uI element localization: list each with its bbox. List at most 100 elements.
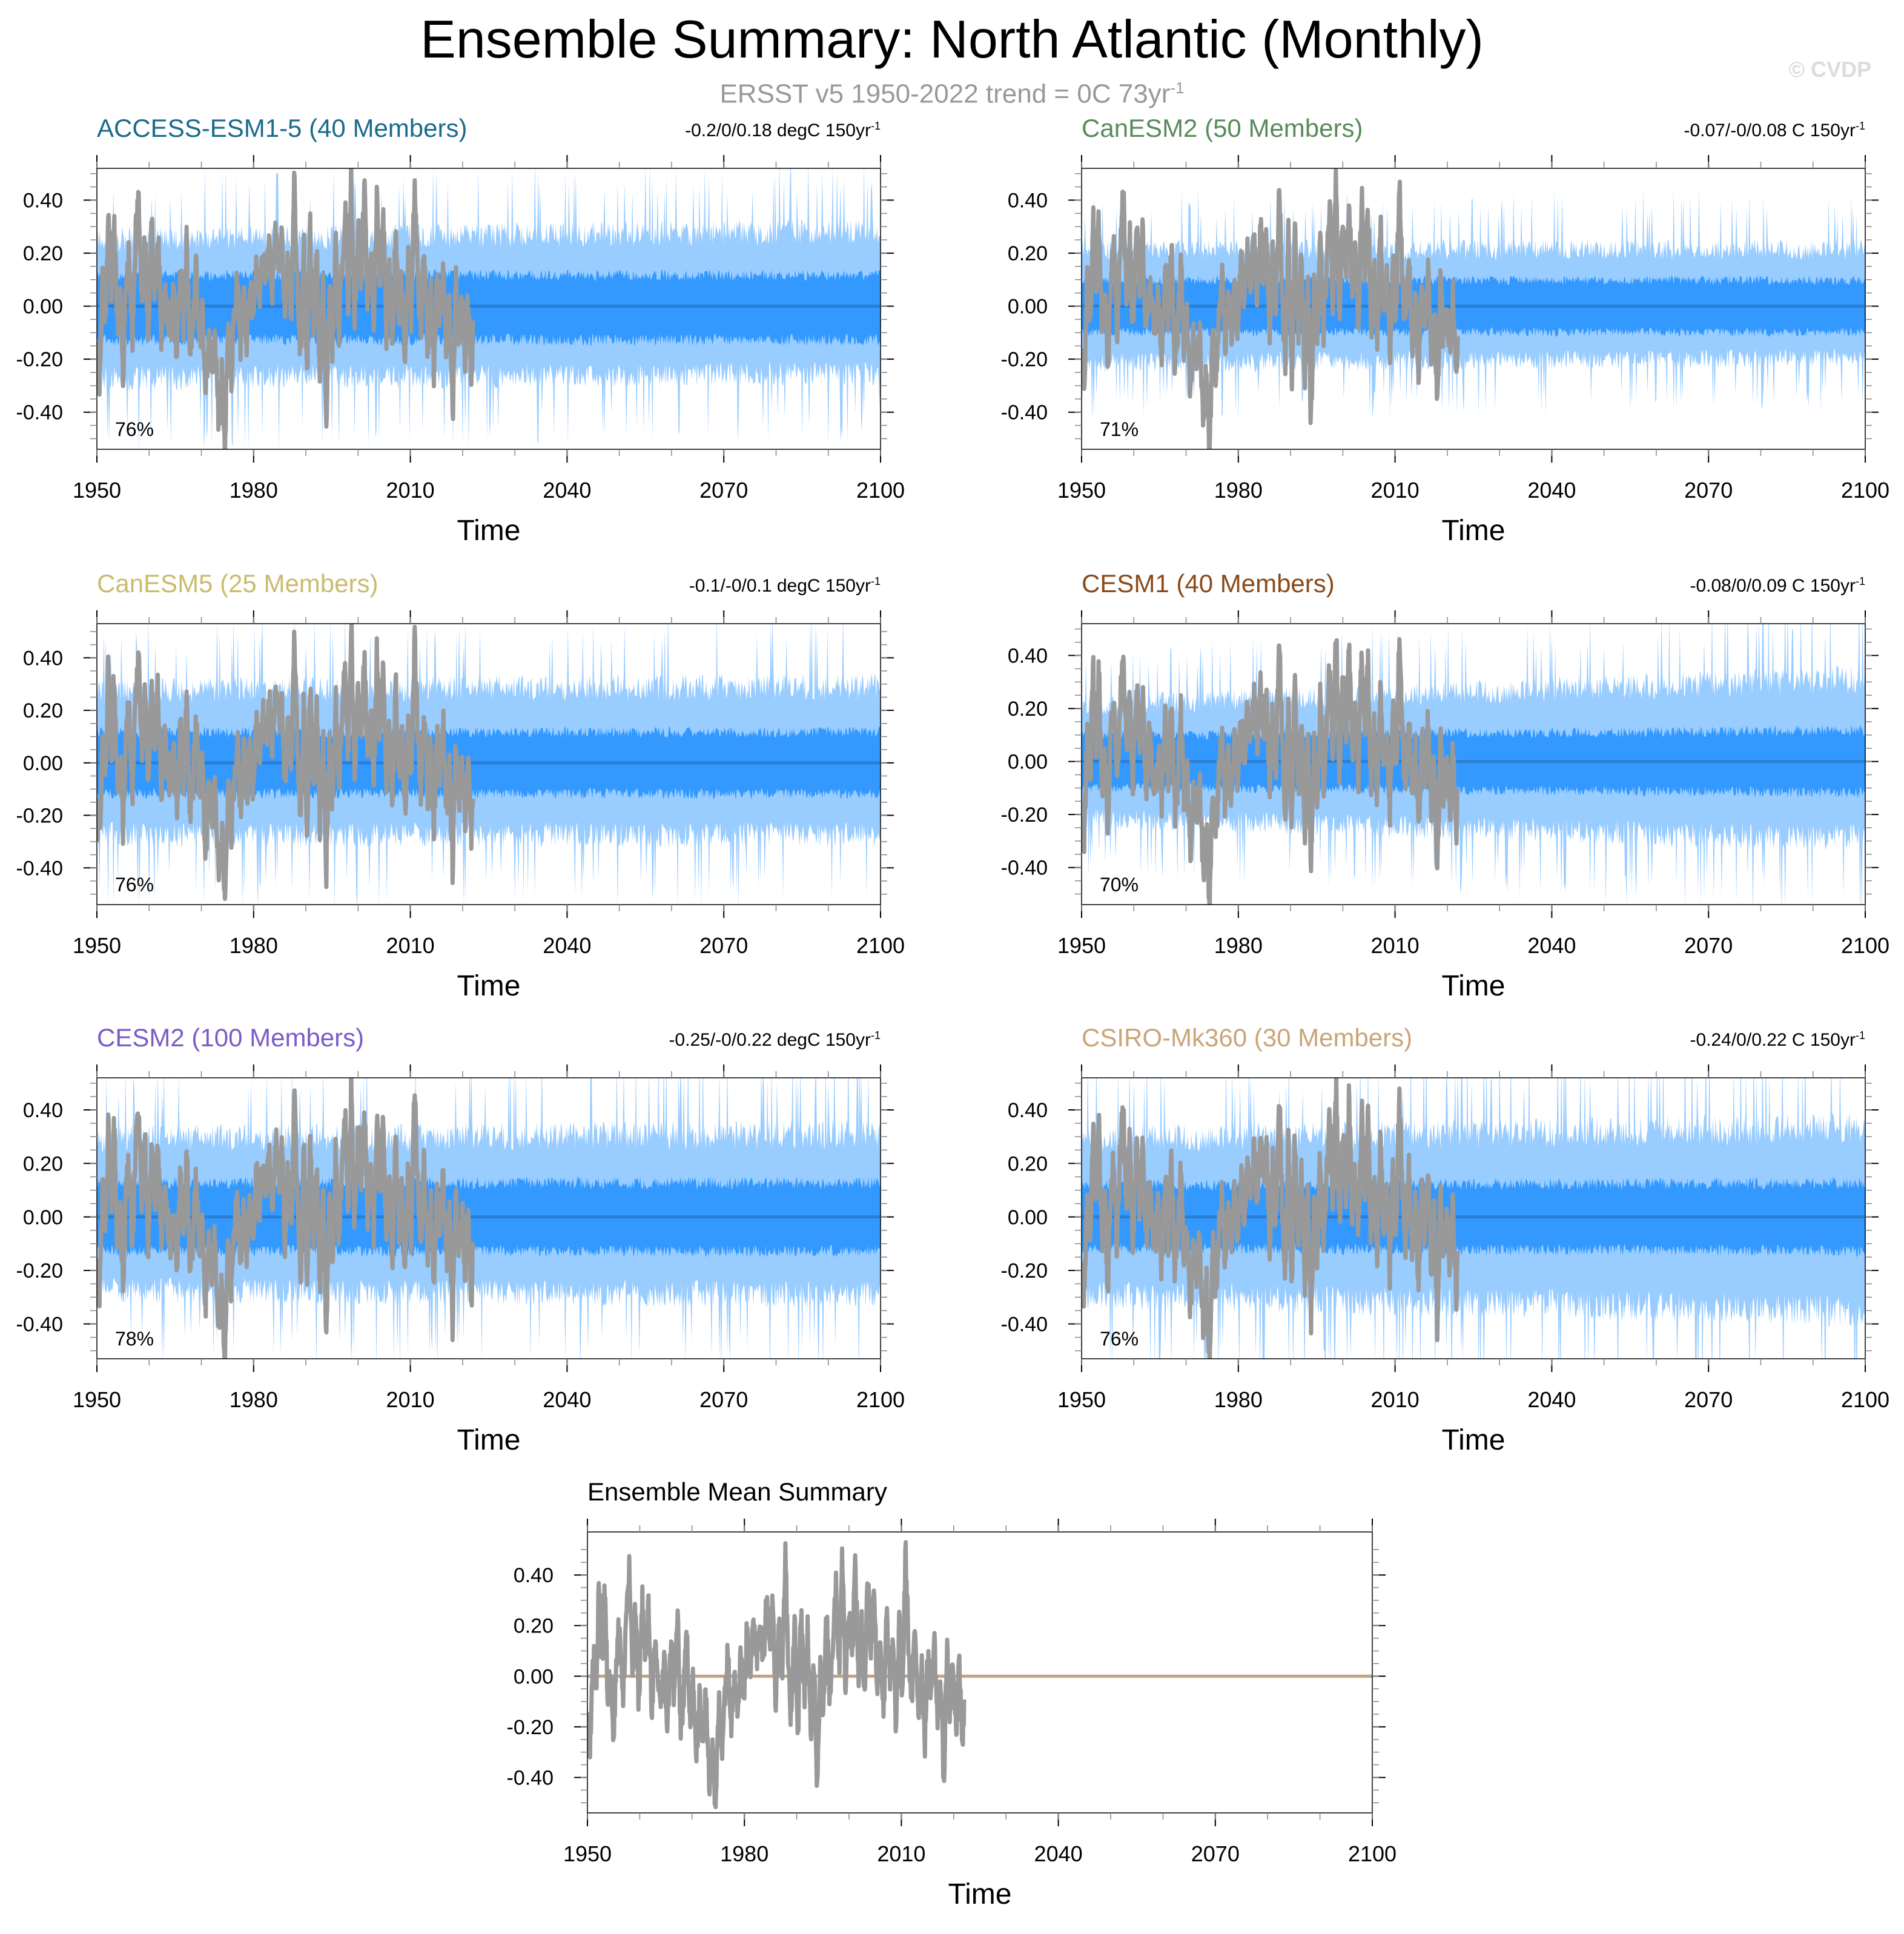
y-tick-label: 0.40 <box>23 647 63 670</box>
x-tick-label: 2010 <box>386 478 435 503</box>
y-tick-label: -0.20 <box>16 348 64 371</box>
x-axis: 1950 1980 2010 2040 2070 2100 <box>1057 155 1889 503</box>
chart-panel-4: 1950 1980 2010 2040 2070 2100 Time 0.40 0.20 0.00… <box>1001 610 1889 1002</box>
y-axis: 0.40 0.20 0.00 -0.20 -0.40 <box>1001 1083 1879 1351</box>
y-tick-label: 0.00 <box>23 1206 63 1229</box>
y-tick-label: 0.40 <box>23 190 63 213</box>
y-tick-label: -0.40 <box>1001 857 1048 880</box>
observations-line <box>587 1540 967 1809</box>
plot-frame <box>587 1531 1373 1814</box>
x-tick-label: 1980 <box>230 933 278 958</box>
x-tick-label: 1980 <box>1214 1387 1263 1412</box>
trend-superscript: -1 <box>1855 1029 1865 1041</box>
trend-text: -0.08/0/0.09 C 150yr <box>1690 576 1856 596</box>
x-tick-label: 1980 <box>1214 478 1263 503</box>
x-tick-label: 2070 <box>699 478 748 503</box>
y-tick-label: 0.20 <box>23 242 63 265</box>
percent-label: 76% <box>1100 1328 1139 1350</box>
observations-line <box>97 624 475 901</box>
x-tick-label: 1950 <box>1057 1387 1106 1412</box>
trend-text: -0.07/-0/0.08 C 150yr <box>1684 120 1856 140</box>
x-tick-label: 1950 <box>1057 933 1106 958</box>
x-tick-label: 1980 <box>230 478 278 503</box>
panel-title: Ensemble Mean Summary <box>587 1477 887 1506</box>
chart-panel-1: 1950 1980 2010 2040 2070 2100 Time 0.40 0.20 0.00… <box>16 155 905 547</box>
trend-superscript: -1 <box>870 120 881 132</box>
y-tick-label: -0.20 <box>1001 1259 1048 1282</box>
x-axis-label: Time <box>457 1424 521 1456</box>
x-tick-label: 2040 <box>543 478 591 503</box>
x-tick-label: 1950 <box>73 933 121 958</box>
y-tick-label: 0.00 <box>514 1665 554 1688</box>
panel-title: CanESM5 (25 Members) <box>97 569 378 598</box>
y-tick-label: 0.40 <box>1008 1099 1048 1122</box>
x-tick-label: 1950 <box>73 1387 121 1412</box>
y-tick-label: -0.40 <box>16 401 64 424</box>
x-axis-label: Time <box>1442 515 1506 547</box>
chart-panel-5: 1950 1980 2010 2040 2070 2100 Time 0.40 0.20 0.00… <box>16 1064 905 1456</box>
x-tick-label: 2070 <box>699 1387 748 1412</box>
x-axis: 1950 1980 2010 2040 2070 2100 <box>1057 1064 1889 1412</box>
x-tick-label: 2040 <box>543 933 591 958</box>
y-axis: 0.40 0.20 0.00 -0.20 -0.40 <box>16 631 894 895</box>
panel-trend-label: -0.25/-0/0.22 degC 150yr-1 <box>669 1029 881 1051</box>
x-tick-label: 2040 <box>1527 1387 1576 1412</box>
observations-line <box>97 1078 475 1359</box>
plot-area <box>1082 624 1865 905</box>
plot-area <box>97 1078 881 1359</box>
plot-area <box>587 1540 1372 1809</box>
x-tick-label: 2040 <box>1527 933 1576 958</box>
y-axis: 0.40 0.20 0.00 -0.20 -0.40 <box>16 1083 894 1351</box>
y-axis: 0.40 0.20 0.00 -0.20 -0.40 <box>1001 173 1879 440</box>
plot-area <box>1082 1078 1865 1359</box>
trend-text: -0.1/-0/0.1 degC 150yr <box>689 576 871 596</box>
panel-title: ACCESS-ESM1-5 (40 Members) <box>97 114 468 142</box>
chart-panel-3: 1950 1980 2010 2040 2070 2100 Time 0.40 0.20 0.00… <box>16 610 905 1002</box>
x-axis: 1950 1980 2010 2040 2070 2100 <box>1057 610 1889 958</box>
y-tick-label: -0.20 <box>1001 348 1048 371</box>
x-tick-label: 1950 <box>563 1841 612 1866</box>
x-axis-label: Time <box>948 1878 1012 1910</box>
panel-title: CanESM2 (50 Members) <box>1082 114 1363 142</box>
x-tick-label: 2100 <box>1348 1841 1397 1866</box>
y-tick-label: -0.40 <box>1001 1313 1048 1336</box>
percent-label: 78% <box>115 1328 154 1350</box>
subtitle-text: ERSST v5 1950-2022 trend = 0C 73yr <box>719 79 1171 109</box>
y-tick-label: 0.40 <box>514 1564 554 1587</box>
trend-text: -0.2/0/0.18 degC 150yr <box>685 120 871 140</box>
y-tick-label: 0.00 <box>23 752 63 775</box>
plot-frame <box>1081 1077 1866 1359</box>
y-tick-label: 0.00 <box>23 295 63 318</box>
plot-frame <box>96 168 881 450</box>
trend-text: -0.24/0/0.22 C 150yr <box>1690 1030 1856 1050</box>
x-tick-label: 2010 <box>386 933 435 958</box>
panel-title: CESM1 (40 Members) <box>1082 569 1335 598</box>
observations-line <box>1082 637 1460 905</box>
y-axis: 0.40 0.20 0.00 -0.20 -0.40 <box>507 1549 1386 1804</box>
x-tick-label: 2040 <box>1034 1841 1083 1866</box>
x-axis: 1950 1980 2010 2040 2070 2100 <box>563 1519 1397 1866</box>
y-tick-label: -0.40 <box>507 1766 554 1789</box>
chart-panel-6: 1950 1980 2010 2040 2070 2100 Time 0.40 0.20 0.00… <box>1001 1064 1889 1456</box>
plot-frame <box>1081 623 1866 905</box>
y-tick-label: -0.20 <box>16 1259 64 1282</box>
x-tick-label: 2100 <box>1841 1387 1889 1412</box>
trend-superscript: -1 <box>1855 120 1865 132</box>
plot-frame <box>1081 168 1866 450</box>
percent-label: 71% <box>1100 418 1139 440</box>
x-tick-label: 2100 <box>1841 478 1889 503</box>
plot-area <box>97 168 881 449</box>
y-tick-label: 0.00 <box>1008 1206 1048 1229</box>
x-tick-label: 2010 <box>386 1387 435 1412</box>
y-tick-label: 0.00 <box>1008 751 1048 774</box>
x-tick-label: 1980 <box>1214 933 1263 958</box>
x-tick-label: 1980 <box>230 1387 278 1412</box>
cvdp-watermark: © CVDP <box>1788 57 1871 82</box>
panel-trend-label: -0.24/0/0.22 C 150yr-1 <box>1690 1029 1865 1051</box>
x-tick-label: 1950 <box>1057 478 1106 503</box>
panel-trend-label: -0.2/0/0.18 degC 150yr-1 <box>685 120 881 141</box>
panel-trend-label: -0.08/0/0.09 C 150yr-1 <box>1690 575 1865 596</box>
subtitle-superscript: -1 <box>1170 79 1185 97</box>
y-tick-label: -0.20 <box>1001 804 1048 827</box>
